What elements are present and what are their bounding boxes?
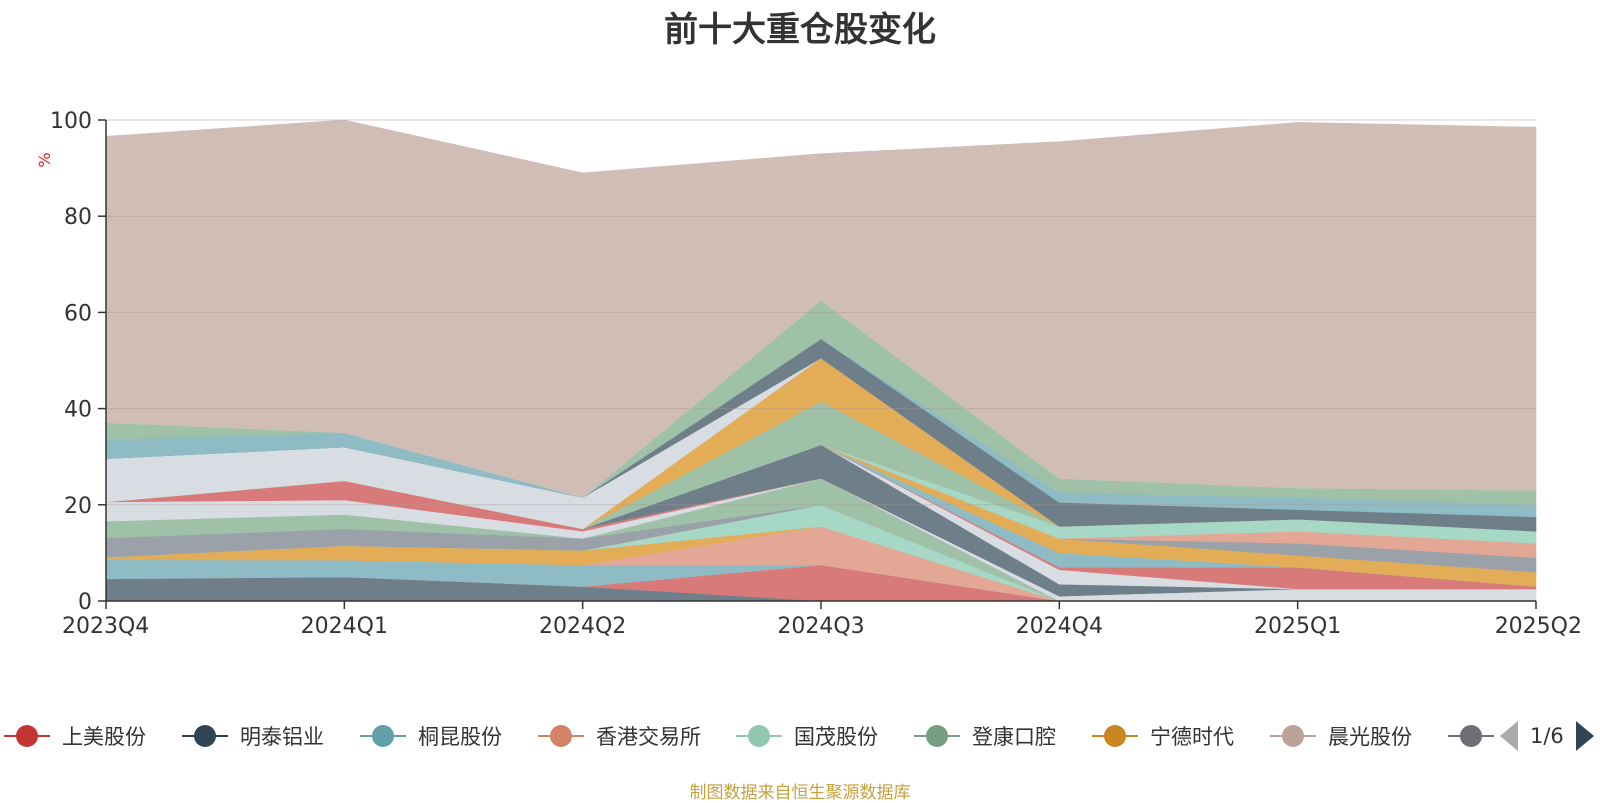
data-source-note: 制图数据来自恒生聚源数据库 <box>689 783 911 803</box>
x-tick-label: 2024Q3 <box>777 614 864 639</box>
chart-title: 前十大重仓股变化 <box>664 10 936 50</box>
legend-marker-icon <box>910 716 964 756</box>
x-tick-label: 2024Q4 <box>1016 614 1103 639</box>
grid-lines <box>106 119 1536 506</box>
legend-label: 上美股份 <box>62 725 146 749</box>
legend-label: 登康口腔 <box>972 725 1056 749</box>
legend-marker-icon <box>534 716 588 756</box>
legend-label: 宁德时代 <box>1150 725 1234 749</box>
legend-marker-icon <box>1444 716 1498 756</box>
x-tick-label: 2024Q1 <box>301 614 388 639</box>
legend-marker-icon <box>0 716 54 756</box>
legend-pager: 1/6 <box>1500 716 1594 756</box>
legend-marker-icon <box>1088 716 1142 756</box>
x-tick-label: 2025Q1 <box>1254 614 1341 639</box>
legend-label: 国茂股份 <box>794 725 878 749</box>
legend-item[interactable] <box>1444 716 1498 756</box>
legend-label: 香港交易所 <box>596 725 701 749</box>
area-series-27 <box>105 119 1537 498</box>
legend-marker-icon <box>356 716 410 756</box>
y-axis-unit-label: % <box>35 152 54 167</box>
legend-marker-icon <box>732 716 786 756</box>
y-tick-label: 0 <box>78 590 92 615</box>
x-tick-label: 2024Q2 <box>539 614 626 639</box>
legend-item[interactable]: 晨光股份 <box>1266 716 1412 756</box>
legend-item[interactable]: 上美股份 <box>0 716 146 756</box>
legend-marker-icon <box>1266 716 1320 756</box>
x-tick-label: 2023Q4 <box>62 614 149 639</box>
legend-marker-icon <box>178 716 232 756</box>
y-tick-label: 40 <box>64 398 92 423</box>
y-tick-label: 20 <box>64 494 92 519</box>
legend-item[interactable]: 登康口腔 <box>910 716 1056 756</box>
legend-label: 明泰铝业 <box>240 725 324 749</box>
legend-label: 桐昆股份 <box>418 725 502 749</box>
stacked-area-chart: 0 20 40 60 80 100 2023Q4 2024Q1 2024Q2 2024Q3 2024… <box>35 109 1582 639</box>
axes: 0 20 40 60 80 100 2023Q4 2024Q1 2024Q2 2024Q3 2024… <box>50 109 1582 639</box>
y-tick-label: 60 <box>64 301 92 326</box>
x-tick-label: 2025Q2 <box>1495 614 1582 639</box>
y-tick-label: 80 <box>64 205 92 230</box>
legend-next-page-icon[interactable] <box>1575 721 1594 751</box>
legend-label: 晨光股份 <box>1328 725 1412 749</box>
legend-item[interactable]: 明泰铝业 <box>178 716 324 756</box>
legend-item[interactable]: 桐昆股份 <box>356 716 502 756</box>
y-tick-label: 100 <box>50 109 92 134</box>
legend: 上美股份 明泰铝业 桐昆股份 香港交易所 国茂股份 登康口腔 宁德时代 晨光股份 <box>0 716 1600 756</box>
legend-page-indicator: 1/6 <box>1530 724 1564 748</box>
legend-item[interactable]: 国茂股份 <box>732 716 878 756</box>
legend-item[interactable]: 香港交易所 <box>534 716 701 756</box>
legend-prev-page-icon[interactable] <box>1500 721 1518 751</box>
legend-item[interactable]: 宁德时代 <box>1088 716 1234 756</box>
area-series <box>105 119 1537 602</box>
